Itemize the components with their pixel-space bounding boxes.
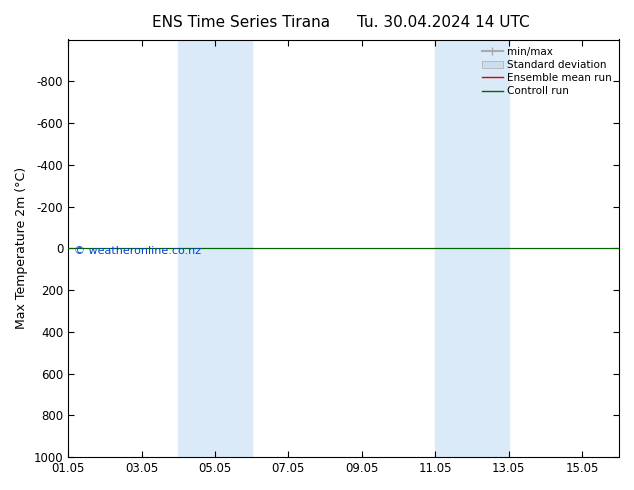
Bar bbox=[178, 40, 252, 457]
Legend: min/max, Standard deviation, Ensemble mean run, Controll run: min/max, Standard deviation, Ensemble me… bbox=[478, 43, 616, 100]
Text: Tu. 30.04.2024 14 UTC: Tu. 30.04.2024 14 UTC bbox=[358, 15, 530, 30]
Bar bbox=[436, 40, 509, 457]
Y-axis label: Max Temperature 2m (°C): Max Temperature 2m (°C) bbox=[15, 167, 28, 329]
Text: © weatheronline.co.nz: © weatheronline.co.nz bbox=[74, 246, 201, 256]
Text: ENS Time Series Tirana: ENS Time Series Tirana bbox=[152, 15, 330, 30]
